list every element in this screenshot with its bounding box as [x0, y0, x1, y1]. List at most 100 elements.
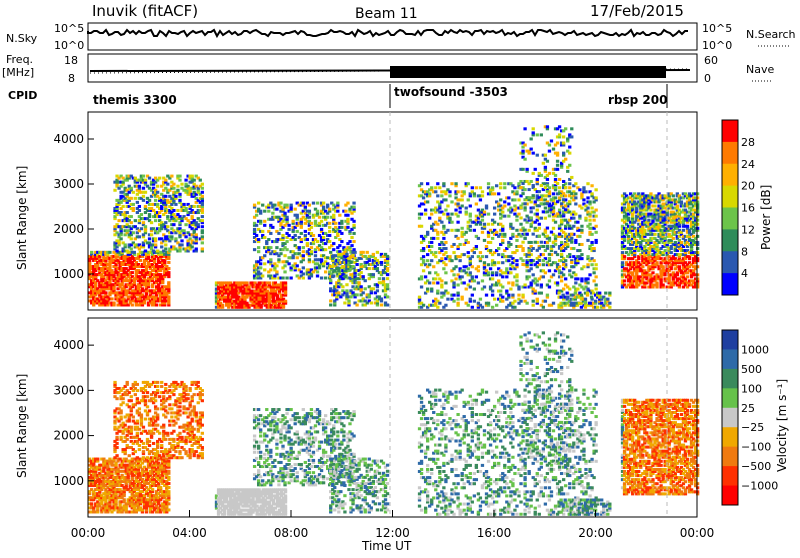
range-gate-cell	[184, 179, 187, 182]
range-gate-cell	[422, 269, 425, 272]
range-gate-cell	[142, 199, 145, 202]
range-gate-cell	[475, 202, 478, 205]
range-gate-cell	[263, 262, 266, 265]
range-gate-cell	[538, 227, 541, 230]
range-gate-cell	[554, 221, 557, 224]
range-gate-cell	[461, 275, 464, 278]
range-gate-cell	[454, 277, 457, 280]
range-gate-cell	[550, 139, 553, 142]
range-gate-cell	[469, 225, 472, 228]
range-gate-cell	[314, 254, 317, 257]
range-gate-cell	[505, 275, 508, 278]
range-gate-cell	[456, 221, 459, 224]
range-gate-cell	[580, 306, 583, 309]
range-gate-cell	[279, 252, 282, 255]
range-gate-cell	[302, 246, 305, 249]
range-gate-cell	[450, 200, 453, 203]
range-gate-cell	[483, 211, 486, 214]
range-gate-cell	[534, 241, 537, 244]
range-gate-cell	[328, 230, 331, 233]
range-gate-cell	[328, 234, 331, 237]
range-gate-cell	[546, 210, 549, 213]
range-gate-cell	[432, 281, 435, 284]
range-gate-cell	[436, 182, 439, 185]
range-gate-cell	[481, 255, 484, 258]
range-gate-cell	[442, 237, 445, 240]
range-gate-cell	[296, 264, 299, 267]
range-gate-cell	[263, 210, 266, 213]
range-gate-cell	[285, 204, 288, 207]
range-gate-cell	[341, 285, 344, 288]
range-gate-cell	[300, 238, 303, 241]
range-gate-cell	[454, 209, 457, 212]
range-gate-cell	[556, 168, 559, 171]
range-gate-cell	[302, 272, 305, 275]
range-gate-cell	[550, 198, 553, 201]
range-gate-cell	[164, 195, 167, 198]
range-gate-cell	[469, 298, 472, 301]
nave-label: Nave	[746, 63, 774, 76]
range-gate-cell	[523, 218, 526, 221]
range-gate-cell	[428, 192, 431, 195]
range-gate-cell	[653, 205, 656, 208]
range-gate-cell	[558, 186, 561, 189]
range-gate-cell	[372, 273, 375, 276]
range-gate-cell	[580, 225, 583, 228]
range-gate-cell	[568, 269, 571, 272]
range-gate-cell	[166, 215, 169, 218]
range-gate-cell	[540, 174, 543, 177]
range-gate-cell	[515, 273, 518, 276]
noise-right-tick-bottom: 10^0	[702, 39, 732, 52]
range-gate-cell	[515, 219, 518, 222]
range-gate-cell	[505, 290, 508, 293]
range-gate-cell	[380, 261, 383, 264]
range-gate-cell	[532, 131, 535, 134]
range-gate-cell	[364, 287, 367, 290]
range-gate-cell	[440, 257, 443, 260]
range-gate-cell	[507, 202, 510, 205]
range-gate-cell	[586, 263, 589, 266]
range-gate-cell	[489, 241, 492, 244]
range-gate-cell	[201, 191, 204, 194]
range-gate-cell	[372, 253, 375, 256]
range-gate-cell	[540, 184, 543, 187]
range-gate-cell	[376, 267, 379, 270]
range-gate-cell	[428, 263, 431, 266]
range-gate-cell	[461, 205, 464, 208]
range-gate-cell	[491, 186, 494, 189]
range-gate-cell	[347, 299, 350, 302]
range-gate-cell	[483, 223, 486, 226]
range-gate-cell	[130, 237, 133, 240]
range-gate-cell	[148, 237, 151, 240]
range-gate-cell	[491, 237, 494, 240]
range-gate-cell	[245, 281, 248, 284]
power-cells	[88, 125, 699, 308]
range-gate-cell	[283, 264, 286, 267]
range-gate-cell	[275, 246, 278, 249]
range-gate-cell	[562, 288, 565, 291]
range-gate-cell	[532, 247, 535, 250]
range-gate-cell	[485, 205, 488, 208]
range-gate-cell	[594, 196, 597, 199]
range-gate-cell	[491, 277, 494, 280]
range-gate-cell	[134, 197, 137, 200]
range-gate-cell	[380, 297, 383, 300]
range-gate-cell	[131, 304, 134, 307]
range-gate-cell	[178, 199, 181, 202]
range-gate-cell	[509, 271, 512, 274]
range-gate-cell	[564, 158, 567, 161]
range-gate-cell	[454, 265, 457, 268]
freq-left-unit: [MHz]	[2, 66, 34, 79]
range-gate-cell	[552, 273, 555, 276]
range-gate-cell	[566, 170, 569, 173]
range-gate-cell	[386, 273, 389, 276]
range-gate-cell	[501, 239, 504, 242]
range-gate-cell	[550, 231, 553, 234]
range-gate-cell	[178, 193, 181, 196]
range-gate-cell	[287, 228, 290, 231]
range-gate-cell	[497, 279, 500, 282]
range-gate-cell	[586, 277, 589, 280]
range-gate-cell	[368, 267, 371, 270]
range-gate-cell	[180, 243, 183, 246]
range-gate-cell	[507, 215, 510, 218]
